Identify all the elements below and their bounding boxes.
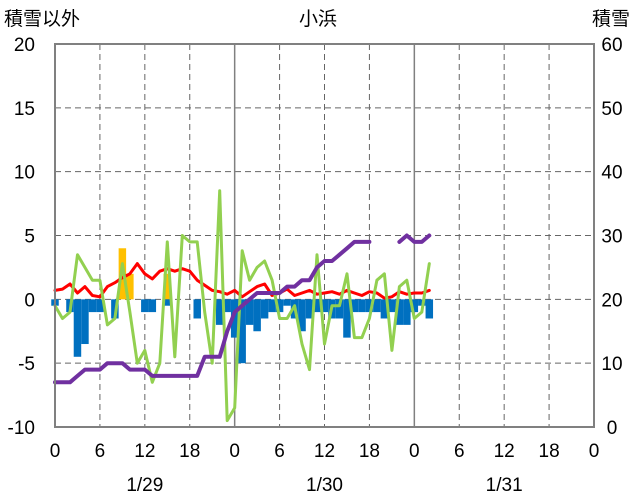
bar [335,299,344,319]
bar [358,299,366,313]
left-axis-ticks: -10 -5 0 5 10 15 20 [8,35,35,439]
x-tick-label: 6 [95,441,106,462]
bar [283,299,291,306]
left-axis-label: 積雪以外 [4,8,80,30]
bar [365,299,374,313]
bar [73,299,82,357]
bar [373,299,381,313]
bar [320,299,329,313]
right-tick-label: 50 [601,99,622,120]
x-tick-label: 0 [409,441,420,462]
x-tick-label: 6 [454,441,465,462]
bar [343,299,351,338]
bar [148,299,157,313]
bar [380,299,389,319]
bar [410,299,419,313]
right-tick-label: 20 [601,290,622,311]
right-tick-label: 30 [601,227,622,248]
left-tick-label: 15 [14,99,35,120]
right-axis-ticks: 0 10 20 30 40 50 60 [601,35,622,439]
left-tick-label: 10 [14,163,35,184]
bar [298,299,306,332]
left-tick-label: -10 [8,418,35,439]
date-label: 1/30 [306,475,343,496]
bar [313,299,321,313]
bar [425,299,434,319]
x-tick-label: 0 [589,441,600,462]
line-layer [53,189,432,423]
date-labels: 1/29 1/30 1/31 [126,475,522,496]
chart-title: 小浜 [299,8,337,30]
right-axis-label: 積雪 [592,8,630,30]
left-tick-label: -5 [18,354,35,375]
x-tick-label: 12 [314,441,335,462]
series-line [53,189,431,423]
right-tick-label: 10 [601,354,622,375]
bar [215,299,224,325]
date-label: 1/29 [126,475,163,496]
x-tick-label: 18 [539,441,560,462]
bar [395,299,404,325]
bar [163,273,172,300]
x-tick-label: 12 [134,441,155,462]
x-axis-ticks: 0 6 12 18 0 6 12 18 0 6 12 18 0 [50,441,600,462]
bar [260,299,269,319]
bar [96,299,104,313]
left-tick-label: 0 [24,290,35,311]
bar [193,299,201,319]
x-tick-label: 0 [229,441,240,462]
left-tick-label: 20 [14,35,35,56]
x-tick-label: 12 [494,441,515,462]
bar [253,299,261,332]
x-tick-label: 18 [359,441,380,462]
bar [305,299,314,319]
series-line [53,262,431,300]
bar [403,299,411,325]
bar [268,299,276,313]
bar [88,299,97,313]
x-tick-label: 0 [50,441,61,462]
x-tick-label: 6 [274,441,285,462]
right-tick-label: 40 [601,163,622,184]
plot-border [54,43,595,428]
bar [245,299,254,325]
bar [388,299,396,313]
bar [163,299,172,306]
bar [126,273,134,300]
x-tick-label: 18 [179,441,200,462]
bar [141,299,149,313]
bar [81,299,89,345]
left-tick-label: 5 [24,227,35,248]
bar [223,299,231,313]
bar [275,299,284,313]
date-label: 1/31 [486,475,523,496]
bar [230,299,239,338]
bar [238,299,246,364]
series-line [53,239,372,385]
bar [350,299,359,313]
series-line [397,233,432,244]
right-tick-label: 60 [601,35,622,56]
right-tick-label: 0 [607,418,618,439]
